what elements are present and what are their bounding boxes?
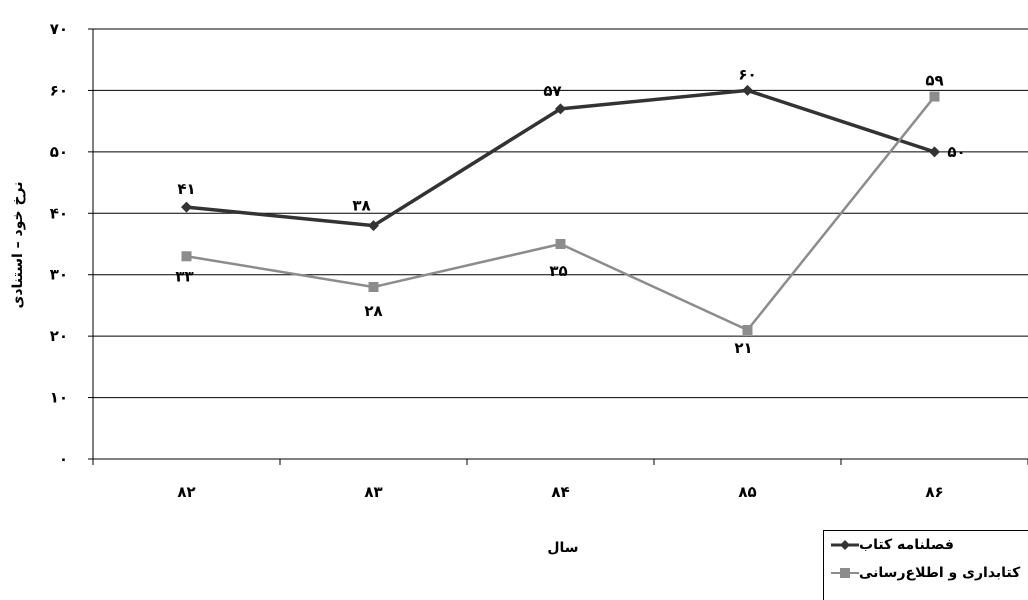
diamond-marker bbox=[929, 146, 940, 158]
diamond-marker bbox=[555, 103, 566, 115]
square-marker bbox=[181, 251, 192, 262]
x-tick-label: ۸۲ bbox=[177, 483, 195, 501]
data-label: ۳۵ bbox=[549, 262, 567, 280]
y-tick-labels: ۰ ۱۰ ۲۰ ۳۰ ۴۰ ۵۰ ۶۰ ۷۰ bbox=[50, 20, 68, 468]
square-marker bbox=[742, 325, 753, 335]
legend: فصلنامه کتاب کتابداری و اطلاع‌رسانی bbox=[823, 530, 1028, 600]
x-tick-labels: ۸۲ ۸۳ ۸۴ ۸۵ ۸۶ bbox=[177, 483, 943, 501]
legend-item-series-1: فصلنامه کتاب bbox=[824, 531, 1028, 559]
series-lines bbox=[186, 88, 936, 332]
data-label: ۴۱ bbox=[177, 180, 195, 198]
y-tick-label: ۲۰ bbox=[50, 327, 68, 345]
legend-item-series-2: کتابداری و اطلاع‌رسانی bbox=[824, 559, 1028, 587]
data-label: ۵۷ bbox=[543, 82, 561, 100]
square-marker bbox=[555, 239, 566, 249]
y-tick-label: ۳۰ bbox=[50, 266, 68, 284]
diamond-marker bbox=[181, 201, 192, 213]
x-tick-label: ۸۴ bbox=[551, 483, 569, 501]
y-tick-label: ۰ bbox=[59, 450, 68, 468]
x-tick-label: ۸۵ bbox=[738, 483, 756, 501]
diamond-marker bbox=[368, 220, 379, 232]
data-labels: ۴۱ ۳۸ ۵۷ ۶۰ ۵۰ ۳۳ ۲۸ ۳۵ ۲۱ ۵۹ bbox=[175, 65, 965, 357]
data-label: ۳۸ bbox=[352, 197, 370, 215]
series-markers bbox=[181, 84, 940, 335]
x-tick-label: ۸۶ bbox=[925, 483, 943, 501]
legend-label: فصلنامه کتاب bbox=[859, 537, 954, 553]
legend-label: کتابداری و اطلاع‌رسانی bbox=[859, 565, 1021, 581]
data-label: ۲۱ bbox=[734, 339, 752, 357]
data-label: ۶۰ bbox=[738, 65, 756, 83]
y-tick-label: ۱۰ bbox=[50, 389, 68, 407]
square-marker bbox=[368, 282, 379, 292]
x-axis-label: سال bbox=[547, 540, 578, 556]
y-axis-label: نرخ خود – استنادی bbox=[10, 182, 26, 309]
diamond-marker-icon bbox=[831, 540, 859, 550]
data-label: ۵۹ bbox=[925, 72, 943, 90]
square-marker bbox=[929, 91, 940, 102]
y-tick-label: ۶۰ bbox=[50, 81, 68, 99]
square-marker-icon bbox=[831, 568, 859, 578]
y-tick-label: ۵۰ bbox=[50, 143, 68, 161]
data-label: ۲۸ bbox=[364, 302, 382, 320]
y-tick-label: ۴۰ bbox=[50, 204, 68, 222]
x-tick-label: ۸۳ bbox=[364, 483, 382, 501]
diamond-marker bbox=[742, 84, 753, 96]
data-label: ۵۰ bbox=[947, 143, 965, 161]
y-tick-label: ۷۰ bbox=[50, 20, 68, 38]
axes bbox=[88, 28, 1028, 465]
data-label: ۳۳ bbox=[175, 267, 193, 285]
